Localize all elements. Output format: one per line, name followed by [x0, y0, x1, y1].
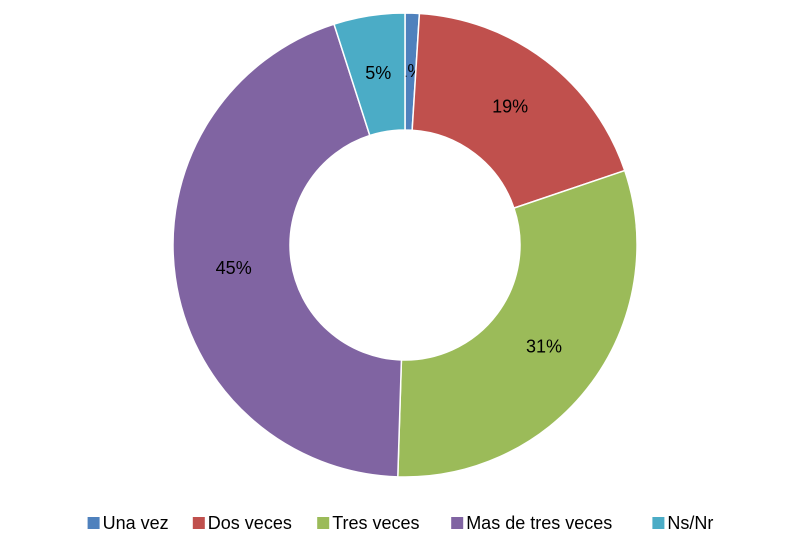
- donut-slice: [333, 12, 406, 137]
- legend-label: Ns/Nr: [667, 513, 713, 533]
- data-label: 45%: [216, 258, 252, 278]
- donut-slice: [172, 23, 403, 478]
- donut-slice: [411, 12, 626, 210]
- data-label: 31%: [526, 337, 562, 357]
- legend-label: Tres veces: [332, 513, 419, 533]
- legend-swatch: [451, 517, 464, 529]
- legend-label: Mas de tres veces: [466, 513, 612, 533]
- data-label: 5%: [365, 63, 391, 83]
- legend-swatch: [317, 517, 330, 529]
- legend-label: Una vez: [103, 513, 169, 533]
- data-label: 19%: [492, 96, 528, 116]
- legend-label: Dos veces: [208, 513, 292, 533]
- legend-swatch: [652, 517, 665, 529]
- legend-swatch: [87, 517, 100, 529]
- donut-slice: [397, 169, 638, 478]
- legend-swatch: [192, 517, 205, 529]
